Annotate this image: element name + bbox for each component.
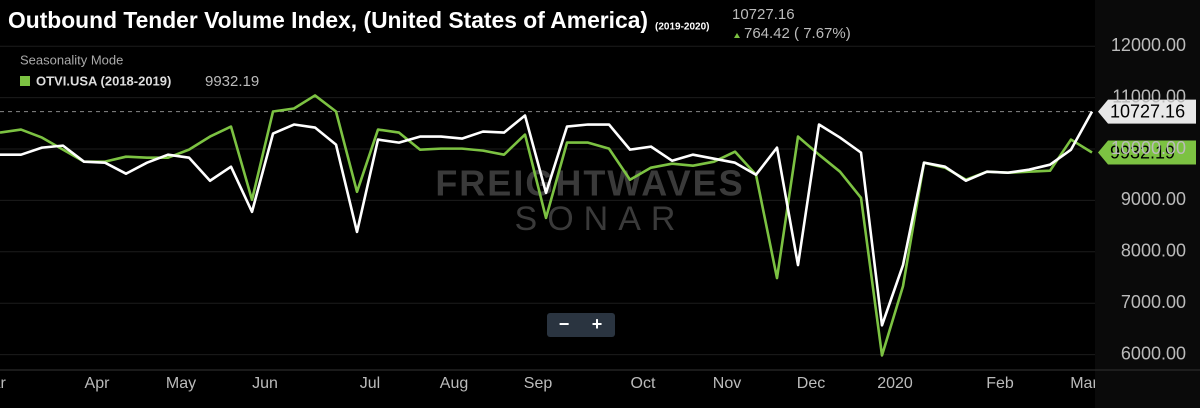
y-tick-label: 7000.00	[1121, 292, 1186, 312]
legend-label: OTVI.USA (2018-2019)	[36, 73, 171, 88]
chart-title: Outbound Tender Volume Index, (United St…	[8, 7, 648, 33]
y-tick-label: 6000.00	[1121, 343, 1186, 363]
x-tick-label: 2020	[877, 375, 913, 392]
x-tick-label: Feb	[986, 375, 1014, 392]
legend-value: 9932.19	[205, 73, 259, 90]
y-axis-panel	[1095, 0, 1200, 408]
x-tick-label: Nov	[713, 375, 741, 392]
y-tick-label: 10000.00	[1111, 138, 1186, 158]
zoom-controls: − +	[547, 313, 615, 337]
value-badge-label: 10727.16	[1110, 101, 1185, 121]
zoom-bar	[547, 313, 615, 337]
x-tick-label: Apr	[85, 375, 111, 392]
series-tag: (2019-2020)	[655, 22, 709, 33]
current-value: 10727.16	[732, 6, 795, 23]
x-tick-label: Jun	[252, 375, 278, 392]
x-tick-label: Dec	[797, 375, 825, 392]
change: 764.42 ( 7.67%)	[744, 25, 851, 42]
x-tick-label: May	[166, 375, 196, 392]
y-tick-label: 8000.00	[1121, 241, 1186, 261]
x-tick-label: Aug	[440, 375, 468, 392]
legend-swatch	[20, 76, 30, 86]
up-arrow	[734, 33, 740, 38]
watermark: FREIGHTWAVES	[435, 163, 744, 204]
x-tick-label: Mar	[1070, 375, 1098, 392]
x-tick-label: Jul	[360, 375, 380, 392]
zoom-in-button[interactable]: +	[592, 314, 603, 334]
value-badge	[1098, 140, 1196, 165]
series-line	[0, 94, 1093, 357]
mode-label: Seasonality Mode	[20, 52, 123, 67]
x-tick-label: Sep	[524, 375, 553, 392]
x-tick-label: Mar	[0, 375, 6, 392]
series-line	[0, 111, 1094, 327]
value-badge-label: 9932.19	[1110, 142, 1175, 162]
value-badge	[1098, 99, 1196, 124]
y-tick-label: 12000.00	[1111, 35, 1186, 55]
zoom-out-button[interactable]: −	[559, 314, 570, 334]
watermark: SONAR	[515, 200, 686, 238]
x-tick-label: Oct	[631, 375, 656, 392]
y-tick-label: 9000.00	[1121, 189, 1186, 209]
y-tick-label: 11000.00	[1112, 86, 1186, 106]
